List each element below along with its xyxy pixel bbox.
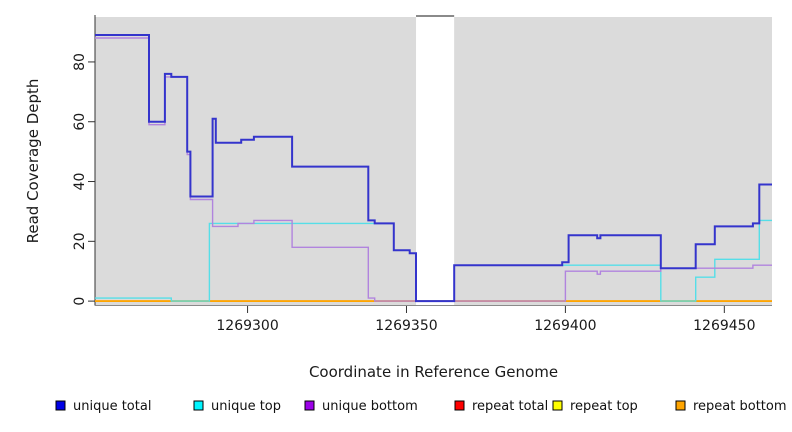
x-tick-label: 1269300 [216, 318, 278, 334]
no-data-band [416, 17, 455, 305]
y-tick-label: 60 [72, 113, 88, 131]
x-tick-label: 1269400 [534, 318, 596, 334]
y-tick-label: 80 [72, 53, 88, 71]
y-tick-label: 40 [72, 173, 88, 191]
legend-label-unique-bottom: unique bottom [322, 399, 418, 414]
y-tick-label: 20 [72, 232, 88, 250]
legend-label-unique-total: unique total [73, 399, 151, 414]
legend-label-repeat-top: repeat top [570, 399, 638, 414]
x-tick-label: 1269350 [375, 318, 437, 334]
y-tick-label: 0 [72, 297, 88, 306]
legend-label-repeat-total: repeat total [472, 399, 548, 414]
legend-swatch-repeat-total [454, 400, 465, 411]
y-axis-title: Read Coverage Depth [24, 78, 42, 244]
series-unique-total [95, 34, 772, 303]
legend-swatch-unique-bottom [304, 400, 315, 411]
legend-label-repeat-bottom: repeat bottom [693, 399, 787, 414]
no-data-band-cap [416, 15, 455, 17]
legend-swatch-repeat-bottom [675, 400, 686, 411]
legend-label-unique-top: unique top [211, 399, 281, 414]
x-tick-label: 1269450 [693, 318, 755, 334]
legend-swatch-unique-total [55, 400, 66, 411]
legend-swatch-repeat-top [552, 400, 563, 411]
legend-swatch-unique-top [193, 400, 204, 411]
x-axis-title: Coordinate in Reference Genome [308, 363, 559, 381]
